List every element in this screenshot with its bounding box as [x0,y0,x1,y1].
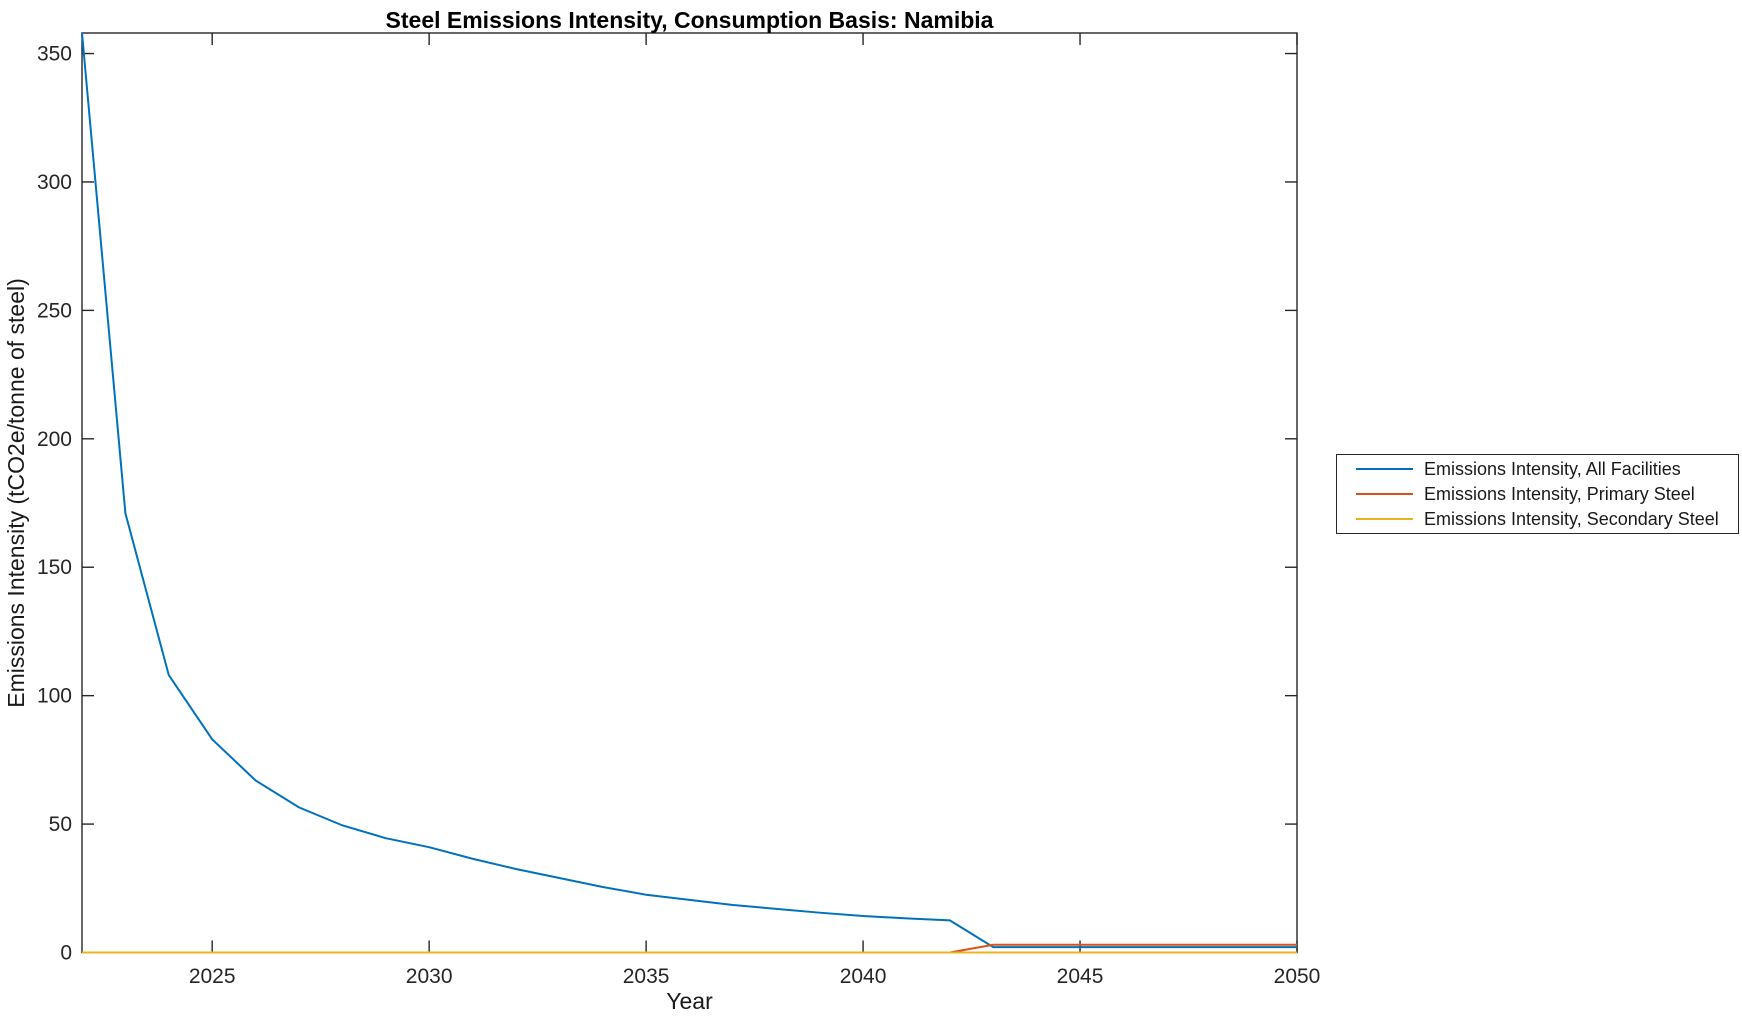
svg-text:2030: 2030 [406,965,453,988]
svg-text:250: 250 [37,299,72,322]
legend-item-label: Emissions Intensity, Secondary Steel [1424,508,1719,529]
x-axis-label: Year [666,988,713,1014]
svg-text:2050: 2050 [1274,965,1321,988]
legend-item-secondary-steel: Emissions Intensity, Secondary Steel [1337,507,1738,532]
legend-item-primary-steel: Emissions Intensity, Primary Steel [1337,482,1738,507]
axis-ticks: 2025 2030 2035 2040 2045 2050 0 50 100 150 200 250 3… [37,33,1320,988]
chart-title: Steel Emissions Intensity, Consumption B… [386,7,994,33]
y-axis-label: Emissions Intensity (tCO2e/tonne of stee… [3,278,29,708]
svg-text:2040: 2040 [840,965,887,988]
svg-text:100: 100 [37,685,72,708]
legend: Emissions Intensity, All Facilities Emis… [1336,454,1739,534]
svg-text:50: 50 [49,813,72,836]
svg-text:2045: 2045 [1057,965,1104,988]
data-series-lines [81,32,1297,954]
legend-line-swatch [1356,493,1413,495]
svg-text:200: 200 [37,428,72,451]
legend-item-all-facilities: Emissions Intensity, All Facilities [1337,457,1738,482]
svg-text:2035: 2035 [623,965,670,988]
legend-line-swatch [1356,468,1413,470]
svg-text:0: 0 [60,942,72,965]
svg-text:2025: 2025 [189,965,236,988]
legend-item-label: Emissions Intensity, All Facilities [1424,458,1681,479]
svg-text:300: 300 [37,171,72,194]
svg-text:350: 350 [37,43,72,66]
legend-item-label: Emissions Intensity, Primary Steel [1424,483,1695,504]
legend-line-swatch [1356,518,1413,520]
axes-box [81,32,1298,954]
svg-text:150: 150 [37,556,72,579]
